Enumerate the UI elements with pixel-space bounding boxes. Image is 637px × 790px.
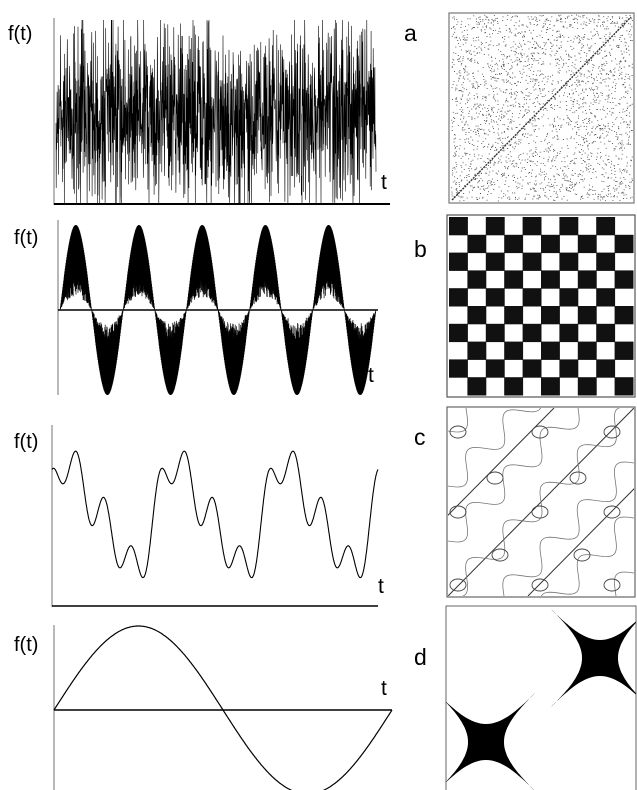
row-c-portrait-loop [449,578,467,592]
row-b-checker-cell [504,306,524,325]
row-b-checker-cell [577,234,597,254]
row-b-checker-cell [577,341,597,360]
row-c-portrait-loop [531,425,549,439]
row-b-checker-cell [614,341,634,360]
row-b-plot [57,220,378,396]
row-b-checker-cell [467,234,487,254]
row-d-portrait [445,605,637,790]
row-d-time-label: t [381,677,387,700]
row-b-checker-cell [485,252,505,271]
row-b-checker-cell [596,288,616,307]
row-b-checker-cell [449,252,468,271]
row-b-signal [59,224,377,396]
row-b-checker-cell [485,217,505,236]
row-b-checker-cell [559,323,579,343]
row-d-portrait-frame [445,605,637,790]
row-c-portrait-loop [603,578,621,592]
row-b-checker-cell [485,323,505,343]
row-b-checker-cell [504,341,524,360]
row-b-checker-cell [614,377,634,396]
row-b-checker-cell [522,217,542,236]
row-b-checker-cell [577,306,597,325]
row-b-checker-cell [504,270,524,289]
row-b-checker-cell [485,359,505,378]
row-b-checker-cell [522,288,542,307]
row-d-function-label: f(t) [14,634,39,656]
row-b-checker-cell [541,234,560,254]
row-c-portrait-curve [502,461,634,596]
row-c-plot [51,425,379,607]
row-c-portrait-loop [603,505,621,519]
row-c-portrait-curve [540,516,634,596]
row-b-checker-cell [522,323,542,343]
row-b-checker-cell [467,341,487,360]
row-b-checker-cell [596,217,616,236]
row-c-portrait-curve [448,408,542,488]
row-c-portrait-loop [569,471,587,485]
row-b-checker-cell [541,377,560,396]
row-b-checker-cell [614,234,634,254]
row-a-portrait [448,12,635,204]
row-b-checker-cell [467,306,487,325]
row-b-checker-cell [541,270,560,289]
row-b-checker-cell [449,359,468,378]
row-c-portrait-loop [603,425,621,439]
row-c-letter: c [414,424,426,450]
row-b-function-label: f(t) [14,227,39,249]
row-c-portrait-curve [448,408,634,596]
row-c-function-label: f(t) [14,431,39,453]
row-b-checker-cell [577,377,597,396]
row-c-portrait-loop [486,471,504,485]
row-c-portrait-loop [531,505,549,519]
row-b-checker-cell [449,288,468,307]
row-b-checker-cell [541,306,560,325]
row-b-checker-cell [596,323,616,343]
row-c-signal [51,450,379,579]
row-b-portrait [446,214,636,398]
row-b-checker-cell [559,359,579,378]
row-c-portrait-diagonal [527,488,634,596]
row-b-checker-cell [559,252,579,271]
row-a-plot [53,18,390,205]
row-b-checker-cell [577,270,597,289]
row-a-letter: a [404,20,417,46]
row-a-time-label: t [381,171,387,194]
row-c-portrait-diagonal [448,408,555,516]
row-b-checker-cell [596,252,616,271]
row-c-portrait-loop [449,505,467,519]
row-b-checker-cell [522,252,542,271]
row-b-checker-cell [449,323,468,343]
row-b-checker-cell [541,341,560,360]
row-c-portrait [446,406,636,598]
row-b-checker-cell [522,359,542,378]
row-c-portrait-curve [448,408,580,543]
row-b-checker-cell [559,217,579,236]
row-d-star-lower [446,691,537,790]
row-c-portrait-loop [449,425,467,439]
row-b-checker-cell [467,270,487,289]
row-c-portrait-loop [573,548,591,562]
row-d-plot [53,625,393,790]
row-d-letter: d [414,644,427,670]
row-d-signal [53,625,393,790]
row-b-checker-cell [559,288,579,307]
row-c-portrait-loop [531,578,549,592]
row-a-signal [55,19,377,204]
row-b-time-label: t [368,364,374,387]
row-c-portrait-loop [491,548,509,562]
row-b-checker-cell [596,359,616,378]
row-b-letter: b [414,236,427,262]
row-c-time-label: t [378,575,384,598]
row-a-function-label: f(t) [8,23,33,45]
row-b-checker-cell [504,377,524,396]
row-b-checker-cell [504,234,524,254]
row-a-portrait-diagonal [451,16,632,201]
row-b-checker-cell [449,217,468,236]
row-d-star-upper [549,607,636,709]
row-b-checker-cell [485,288,505,307]
row-b-checker-cell [614,306,634,325]
row-b-checker-cell [467,377,487,396]
row-b-checker-cell [614,270,634,289]
